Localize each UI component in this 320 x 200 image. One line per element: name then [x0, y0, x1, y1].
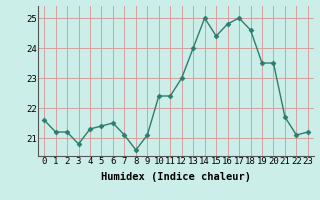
- X-axis label: Humidex (Indice chaleur): Humidex (Indice chaleur): [101, 172, 251, 182]
